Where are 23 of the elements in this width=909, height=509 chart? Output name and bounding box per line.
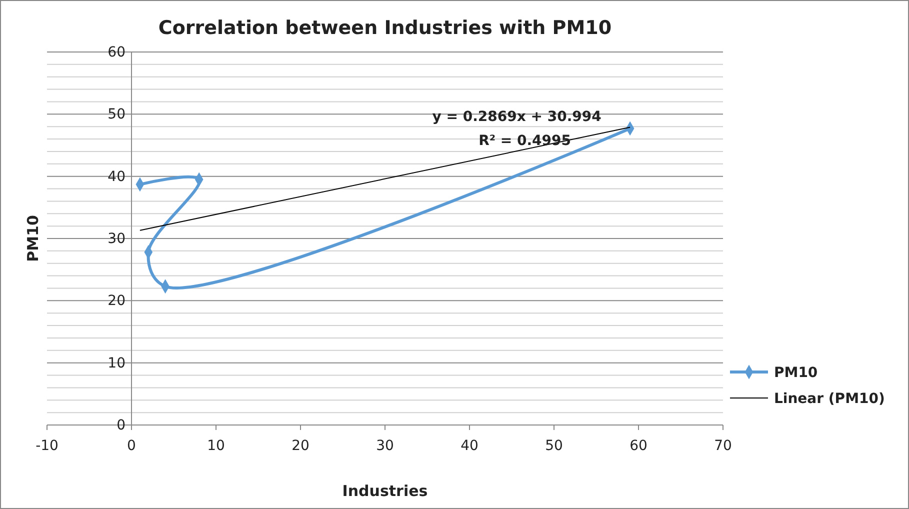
y-tick-label: 0 <box>116 417 126 434</box>
x-tick-label: 0 <box>127 438 136 454</box>
y-tick-label: 60 <box>108 44 126 60</box>
annotation: y = 0.2869x + 30.994 <box>432 109 602 125</box>
x-axis-title: Industries <box>342 482 428 500</box>
chart-title: Correlation between Industries with PM10 <box>158 17 612 39</box>
y-tick-label: 50 <box>108 106 126 123</box>
x-tick-label: 40 <box>460 438 478 454</box>
annotation: R² = 0.4995 <box>478 133 572 149</box>
x-tick-label: 20 <box>292 438 310 454</box>
x-tick-label: 70 <box>714 438 732 454</box>
y-tick-label: 10 <box>108 355 126 372</box>
y-tick-label: 30 <box>108 230 126 247</box>
y-tick-label: 20 <box>108 293 126 310</box>
x-tick-label: 50 <box>545 438 563 454</box>
x-tick-label: 10 <box>207 438 225 454</box>
x-tick-label: 30 <box>376 438 394 454</box>
y-axis-title: PM10 <box>24 215 42 262</box>
x-tick-label: 60 <box>630 438 648 454</box>
x-tick-label: -10 <box>36 438 58 454</box>
y-tick-label: 40 <box>108 168 126 185</box>
legend-label: Linear (PM10) <box>774 391 885 407</box>
legend-label: PM10 <box>774 365 818 381</box>
